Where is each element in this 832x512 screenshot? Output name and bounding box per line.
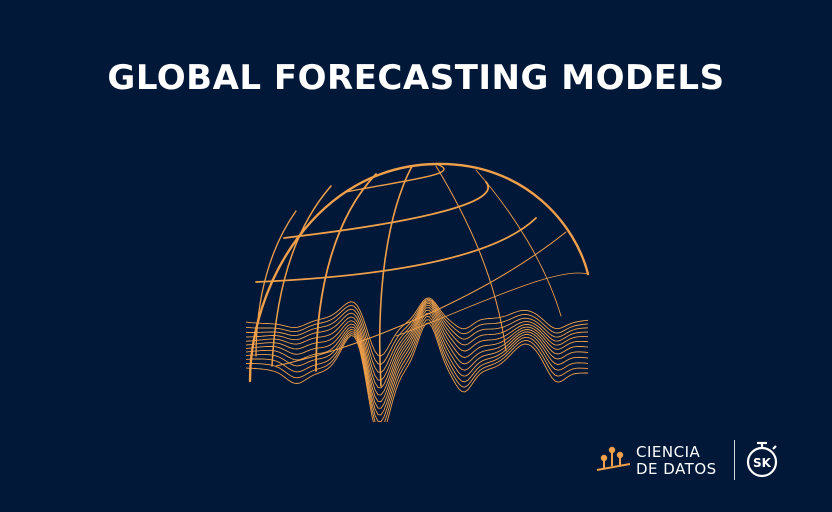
logo-line-2: DE DATOS (636, 460, 717, 478)
wave-line (245, 302, 589, 389)
ciencia-de-datos-logo: CIENCIA DE DATOS (596, 442, 730, 482)
wave-line (245, 297, 589, 357)
wave-line (245, 300, 589, 374)
logo-line-1: CIENCIA (636, 443, 701, 461)
wave-line (245, 309, 589, 409)
wave-line (245, 316, 589, 422)
logo-divider (734, 440, 735, 480)
sk-logo-text: SK (753, 456, 772, 470)
wave-line (245, 307, 589, 403)
globe-wave-illustration (245, 162, 590, 422)
wave-line (246, 319, 589, 422)
ciencia-de-datos-wordmark: CIENCIA DE DATOS (636, 444, 717, 478)
wave-line (245, 312, 589, 416)
data-chart-icon (596, 446, 630, 471)
stopwatch-logo-icon: SK (746, 441, 778, 478)
wave-line (245, 298, 589, 365)
wave-line (245, 304, 589, 396)
wave-line (245, 322, 588, 422)
page-title: GLOBAL FORECASTING MODELS (107, 58, 725, 98)
wave-line (245, 301, 589, 381)
